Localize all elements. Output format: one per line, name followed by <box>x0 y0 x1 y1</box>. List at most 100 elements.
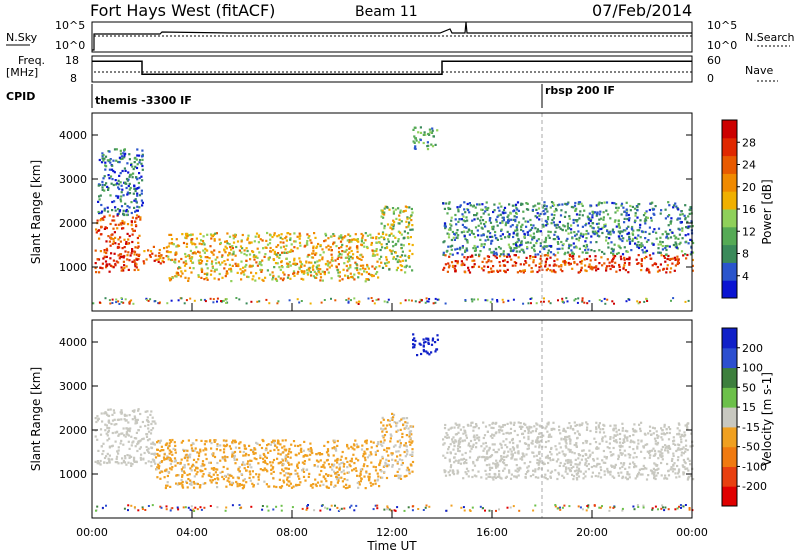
heatmap-cell <box>601 250 604 254</box>
heatmap-cell <box>372 274 375 277</box>
heatmap-cell <box>271 278 274 281</box>
heatmap-cell <box>499 234 502 238</box>
heatmap-cell <box>516 271 519 274</box>
heatmap-cell <box>504 222 508 225</box>
heatmap-cell <box>549 471 552 474</box>
heatmap-cell <box>503 467 506 470</box>
heatmap-cell <box>293 232 296 235</box>
heatmap-cell <box>586 251 589 254</box>
heatmap-cell <box>127 238 130 241</box>
heatmap-cell <box>315 276 318 279</box>
heatmap-cell <box>569 448 572 452</box>
heatmap-cell <box>517 239 520 242</box>
heatmap-cell <box>292 485 295 488</box>
heatmap-cell <box>667 232 670 236</box>
heatmap-cell <box>477 298 479 301</box>
heatmap-cell <box>216 256 219 259</box>
heatmap-cell <box>236 240 240 243</box>
heatmap-cell <box>231 264 234 267</box>
heatmap-cell <box>242 454 245 457</box>
heatmap-cell <box>667 254 670 258</box>
heatmap-cell <box>390 250 393 253</box>
heatmap-cell <box>232 439 235 442</box>
heatmap-cell <box>312 268 315 271</box>
heatmap-cell <box>377 475 380 478</box>
heatmap-cell <box>487 206 490 210</box>
heatmap-cell <box>482 246 485 249</box>
heatmap-cell <box>391 240 394 243</box>
heatmap-cell <box>251 482 254 485</box>
heatmap-cell <box>376 260 379 263</box>
heatmap-cell <box>158 454 161 457</box>
heatmap-cell <box>516 470 519 473</box>
heatmap-cell <box>622 267 625 270</box>
heatmap-cell <box>404 299 407 302</box>
heatmap-cell <box>589 267 592 270</box>
heatmap-cell <box>539 425 542 428</box>
heatmap-cell <box>589 225 592 228</box>
heatmap-cell <box>225 444 228 448</box>
heatmap-cell <box>406 421 409 424</box>
heatmap-cell <box>114 206 117 209</box>
heatmap-cell <box>115 260 118 263</box>
heatmap-cell <box>226 479 229 482</box>
heatmap-cell <box>530 267 533 270</box>
heatmap-cell <box>205 263 208 266</box>
heatmap-cell <box>575 220 578 223</box>
heatmap-cell <box>151 252 154 255</box>
heatmap-cell <box>515 207 518 210</box>
heatmap-cell <box>157 439 160 443</box>
heatmap-cell <box>674 264 677 267</box>
heatmap-cell <box>555 264 558 267</box>
heatmap-cell <box>309 453 312 456</box>
heatmap-cell <box>245 481 248 484</box>
heatmap-cell <box>150 442 153 445</box>
heatmap-cell <box>600 227 603 231</box>
heatmap-cell <box>142 458 145 461</box>
heatmap-cell <box>660 461 663 465</box>
heatmap-cell <box>232 234 235 237</box>
heatmap-cell <box>347 300 350 303</box>
heatmap-cell <box>202 235 205 238</box>
heatmap-cell <box>683 214 686 217</box>
heatmap-cell <box>604 225 607 228</box>
heatmap-cell <box>591 471 594 474</box>
heatmap-cell <box>115 301 118 304</box>
heatmap-cell <box>637 254 640 257</box>
heatmap-cell <box>128 175 131 178</box>
heatmap-cell <box>666 215 670 218</box>
heatmap-cell <box>269 273 272 276</box>
heatmap-cell <box>449 466 452 469</box>
heatmap-cell <box>501 429 504 432</box>
heatmap-cell <box>273 252 276 255</box>
heatmap-cell <box>562 476 566 479</box>
heatmap-cell <box>103 207 106 210</box>
heatmap-cell <box>396 460 399 464</box>
heatmap-cell <box>254 448 257 451</box>
heatmap-cell <box>351 447 354 450</box>
heatmap-cell <box>119 149 122 152</box>
heatmap-cell <box>580 423 583 427</box>
heatmap-cell <box>298 257 301 260</box>
heatmap-cell <box>534 430 537 433</box>
heatmap-cell <box>168 242 171 245</box>
heatmap-cell <box>223 458 226 461</box>
heatmap-cell <box>115 148 118 151</box>
heatmap-cell <box>366 465 369 468</box>
heatmap-cell <box>132 459 136 462</box>
heatmap-cell <box>357 481 361 484</box>
heatmap-cell <box>132 172 135 175</box>
heatmap-cell <box>436 338 439 341</box>
heatmap-cell <box>683 466 686 469</box>
heatmap-cell <box>653 462 656 465</box>
heatmap-cell <box>490 426 493 429</box>
heatmap-cell <box>396 266 399 269</box>
heatmap-cell <box>360 273 363 276</box>
heatmap-cell <box>487 449 490 452</box>
heatmap-cell <box>483 265 486 268</box>
heatmap-cell <box>494 230 497 234</box>
heatmap-cell <box>316 260 319 263</box>
heatmap-cell <box>509 247 513 250</box>
heatmap-cell <box>521 432 524 436</box>
heatmap-cell <box>238 484 241 487</box>
